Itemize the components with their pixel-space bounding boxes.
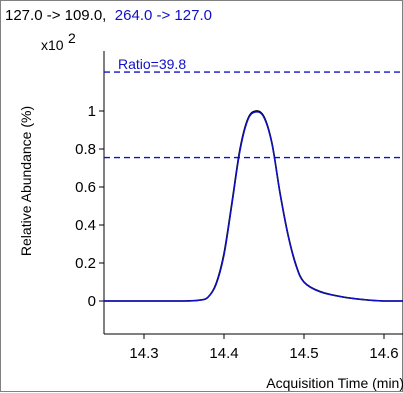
y-tick-label: 0.8 [75, 141, 96, 158]
y-multiplier-base: x10 [41, 37, 64, 53]
x-tick-label: 14.3 [129, 345, 158, 362]
y-tick-label: 0.6 [75, 179, 96, 196]
y-tick-label: 0.4 [75, 217, 96, 234]
ratio-label: Ratio=39.8 [118, 56, 186, 72]
y-ticks: 0 0.2 0.4 0.6 0.8 1 [75, 103, 104, 310]
x-tick-label: 14.4 [209, 345, 238, 362]
title-part-qualifier: 264.0 -> 127.0 [115, 7, 212, 24]
y-multiplier-exponent: 2 [68, 30, 76, 46]
y-multiplier: x10 2 [41, 30, 76, 54]
y-tick-label: 0 [88, 293, 96, 310]
series-group [104, 110, 403, 302]
y-tick-label: 1 [88, 103, 96, 120]
x-tick-label: 14.5 [289, 345, 318, 362]
chart-title: 127.0 -> 109.0, 264.0 -> 127.0 [5, 7, 212, 24]
x-tick-label: 14.6 [369, 345, 398, 362]
x-axis-label: Acquisition Time (min) [266, 375, 403, 391]
x-ticks: 14.3 14.4 14.5 14.6 [129, 334, 399, 362]
y-tick-label: 0.2 [75, 255, 96, 272]
title-part-precursor: 127.0 -> 109.0, [5, 7, 106, 24]
y-axis-label: Relative Abundance (%) [18, 106, 34, 256]
series-line-1 [104, 110, 403, 302]
series-line-2 [104, 111, 403, 302]
reference-lines: Ratio=39.8 [104, 56, 403, 159]
